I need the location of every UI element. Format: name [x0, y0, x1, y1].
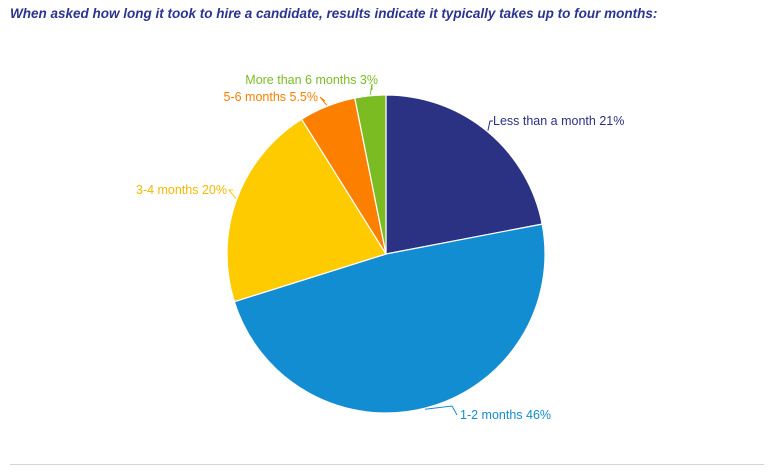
data-label-3-4-months: 3-4 months 20% — [136, 183, 227, 197]
bottom-divider — [10, 464, 764, 465]
data-label-1-2-months: 1-2 months 46% — [460, 408, 551, 422]
leader-line-more-than-6-months — [369, 83, 373, 95]
leader-line-5-6-months — [319, 96, 328, 106]
pie-slice-less-than-a-month — [385, 94, 543, 255]
pie-slice-more-than-6-months — [354, 94, 387, 255]
data-label-more-than-6-months: More than 6 months 3% — [245, 73, 378, 87]
data-label-less-than-a-month: Less than a month 21% — [493, 114, 624, 128]
pie-slice-1-2-months — [233, 223, 546, 414]
data-label-5-6-months: 5-6 months 5.5% — [224, 90, 319, 104]
chart-title: When asked how long it took to hire a ca… — [10, 6, 658, 21]
leader-line-3-4-months — [227, 189, 237, 199]
leader-line-less-than-a-month — [487, 120, 493, 131]
pie-slice-3-4-months — [226, 118, 387, 303]
leader-line-1-2-months — [425, 405, 458, 416]
